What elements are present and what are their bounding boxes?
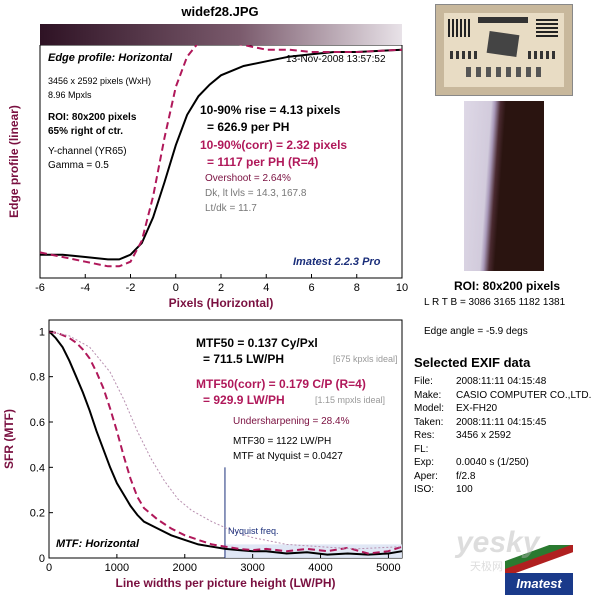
exif-title: Selected EXIF data [414,355,531,370]
exif-label: Model: [414,403,445,414]
edge-panel-title: Edge profile: Horizontal [48,52,173,64]
plot-frame [39,45,403,279]
exif-value: f/2.8 [456,470,476,482]
imatest-logo-text: Imatest [505,573,573,595]
x-tick-label: 3000 [240,562,264,574]
exif-label: Taken: [414,416,444,428]
rise-corr-pixels: 10-90%(corr) = 2.32 pixels [200,138,348,152]
edge-angle: Edge angle = -5.9 degs [424,326,528,337]
exif-row: Res: 3456 x 2592 [414,430,511,441]
exif-row: File: 2008:11:11 04:15:48 [414,376,546,387]
imatest-logo: Imatest [505,545,573,595]
exif-value: EX-FH20 [456,403,498,414]
x-axis-label: Line widths per picture height (LW/PH) [115,576,335,590]
imatest-version: Imatest 2.2.3 Pro [293,256,381,268]
series-line-edge [40,48,403,261]
exif-row: Aper: f/2.8 [414,471,475,482]
roi-size: ROI: 80x200 pixels [48,112,137,123]
edge-profile-chart: -6 -4 -2 0 2 4 6 8 10 Pixels (Horizontal) Edge pro… [7,45,408,310]
exif-label: ISO: [414,484,435,495]
rise-pixels: 10-90% rise = 4.13 pixels [200,103,341,117]
y-channel: Y-channel (YR65) [48,146,127,157]
exif-label: Aper: [414,470,438,482]
x-tick-label: -6 [35,282,45,294]
test-chart-thumbnail [435,4,573,96]
plot-frame [48,319,403,559]
y-tick-label: 0.2 [30,508,45,520]
undersharpening: Undersharpening = 28.4% [233,416,350,427]
exif-value: 3456 x 2592 [456,430,512,441]
exif-value: 2008:11:11 04:15:48 [456,376,547,387]
y-tick-label: 0.6 [30,417,45,429]
x-tick-label: 5000 [376,562,400,574]
exif-label: File: [414,376,433,387]
exif-value: 0.0040 s (1/250) [456,457,529,468]
dark-light-levels: Dk, lt lvls = 14.3, 167.8 [205,188,307,199]
series-line-mtf-ideal-dotted- [48,330,403,550]
rise-per-ph: = 626.9 per PH [207,120,290,134]
image-size: 3456 x 2592 pixels (WxH) [48,76,152,86]
edge-timestamp: 13-Nov-2008 13:57:52 [286,54,386,65]
exif-row: ISO: 100 [414,484,473,495]
x-tick-label: 4 [263,282,269,294]
x-tick-label: -4 [80,282,90,294]
exif-row: Make: CASIO COMPUTER CO.,LTD. [414,390,591,401]
exif-label: Res: [414,430,435,441]
mtf30: MTF30 = 1122 LW/PH [233,436,332,447]
x-tick-label: 4000 [308,562,332,574]
series-line-mtf-corr- [48,330,403,555]
rise-corr-per-ph: = 1117 per PH (R=4) [207,155,319,169]
x-tick-label: 2 [218,282,224,294]
watermark-sub: 天极网 [470,561,503,573]
y-tick-label: 0 [39,553,45,565]
exif-label: Exp: [414,457,435,468]
nyquist-label: Nyquist freq. [228,526,279,536]
x-axis-label: Pixels (Horizontal) [169,296,274,310]
mtf50-lwph: = 711.5 LW/PH [203,352,285,366]
y-tick-label: 0.4 [30,462,45,474]
mtf-chart: 0 1000 2000 3000 4000 5000 0 0.2 0.4 0.6 0.8 1 Line … [2,319,403,590]
mtf50-corr: MTF50(corr) = 0.179 C/P (R=4) [196,377,366,391]
exif-value: 2008:11:11 04:15:45 [456,416,547,428]
exif-value: CASIO COMPUTER CO.,LTD. [456,389,592,401]
gradient-bar [40,24,402,45]
overshoot: Overshoot = 2.64% [205,173,291,184]
roi-position: 65% right of ctr. [48,126,124,137]
exif-row: Taken: 2008:11:11 04:15:45 [414,417,546,428]
exif-row: Model: EX-FH20 [414,403,497,414]
y-tick-label: 1 [39,326,45,338]
megapixels: 8.96 Mpxls [48,90,92,100]
exif-row: FL: [414,444,456,455]
window-title: widef28.JPG [181,4,259,19]
mtf-title: MTF: Horizontal [56,538,140,550]
mtf50-ideal: [675 kpxls ideal] [333,354,398,364]
mtf50-cyc: MTF50 = 0.137 Cy/Pxl [196,336,318,350]
exif-value: 100 [456,484,473,495]
x-tick-label: 2000 [173,562,197,574]
exif-label: Make: [414,389,442,401]
x-tick-label: 1000 [105,562,129,574]
x-tick-label: 0 [46,562,52,574]
x-tick-label: 8 [354,282,360,294]
watermark: yesky [456,526,540,559]
x-tick-label: 0 [173,282,179,294]
x-tick-label: -2 [126,282,136,294]
roi-edge-image [464,101,544,271]
exif-row: Exp: 0.0040 s (1/250) [414,457,529,468]
y-tick-label: 0.8 [30,372,45,384]
gamma: Gamma = 0.5 [48,160,109,171]
y-axis-label: Edge profile (linear) [7,105,21,218]
roi-caption-title: ROI: 80x200 pixels [454,279,561,293]
y-axis-label: SFR (MTF) [2,409,16,469]
mtf50-corr-lwph: = 929.9 LW/PH [203,393,285,407]
light-dark-ratio: Lt/dk = 11.7 [205,203,257,214]
series-line-mtf [48,330,403,556]
mtf-at-nyquist: MTF at Nyquist = 0.0427 [233,451,343,462]
x-tick-label: 6 [308,282,314,294]
exif-label: FL: [414,443,429,455]
series-line-edge-corr- [39,45,403,268]
x-tick-label: 10 [396,282,408,294]
mtf50-corr-ideal: [1.15 mpxls ideal] [315,395,386,405]
roi-coordinates: L R T B = 3086 3165 1182 1381 [424,297,566,308]
